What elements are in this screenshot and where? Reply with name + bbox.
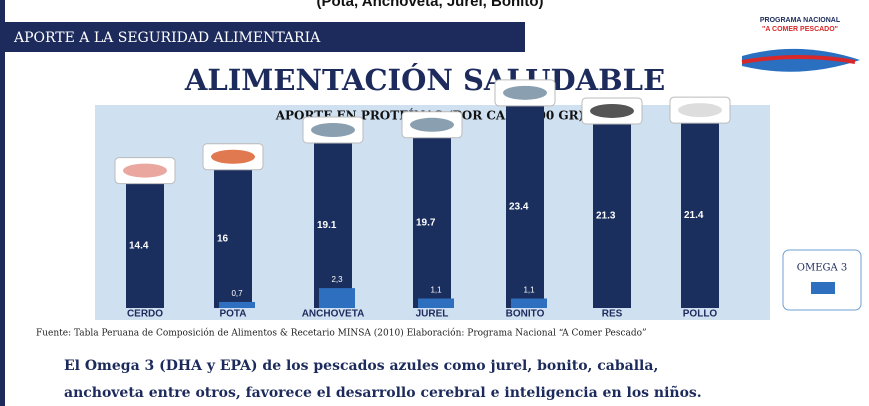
bar	[319, 288, 355, 308]
legend-label: OMEGA 3	[797, 263, 848, 274]
value-label: 1,1	[430, 286, 442, 295]
page: (Pota, Anchoveta, Jurel, Bonito) APORTE …	[0, 0, 869, 406]
logo-text: "A COMER PESCADO"	[762, 26, 838, 33]
top-note: (Pota, Anchoveta, Jurel, Bonito)	[317, 0, 544, 10]
x-tick-label: POLLO	[683, 309, 718, 320]
bar	[511, 298, 547, 308]
banner-text: APORTE A LA SEGURIDAD ALIMENTARIA	[13, 30, 321, 46]
value-label: 16	[217, 234, 229, 245]
picture-animal	[311, 123, 355, 137]
picture-animal	[678, 103, 722, 117]
value-label: 19.7	[416, 218, 436, 229]
footer-line: El Omega 3 (DHA y EPA) de los pescados a…	[64, 358, 658, 374]
logo-text: PROGRAMA NACIONAL	[760, 17, 841, 24]
left-edge	[0, 0, 5, 406]
source: Fuente: Tabla Peruana de Composición de …	[36, 328, 647, 339]
bar	[219, 302, 255, 308]
value-label: 2,3	[331, 275, 343, 284]
value-label: 23.4	[509, 202, 529, 213]
x-tick-label: POTA	[219, 309, 246, 320]
footer-line: anchoveta entre otros, favorece el desar…	[64, 384, 702, 401]
picture-animal	[410, 118, 454, 132]
picture-animal	[211, 150, 255, 164]
picture-animal	[503, 86, 547, 100]
x-tick-label: CERDO	[127, 309, 163, 320]
value-label: 19.1	[317, 220, 337, 231]
legend	[783, 250, 861, 310]
value-label: 21.4	[684, 210, 704, 221]
value-label: 14.4	[129, 240, 149, 251]
slide: (Pota, Anchoveta, Jurel, Bonito) APORTE …	[0, 0, 869, 406]
x-tick-label: RES	[602, 309, 623, 320]
value-label: 21.3	[596, 211, 616, 222]
x-tick-label: BONITO	[506, 309, 545, 320]
value-label: 1,1	[523, 286, 535, 295]
value-label: 0,7	[231, 289, 243, 298]
picture-animal	[123, 164, 167, 178]
x-tick-label: JUREL	[416, 309, 449, 320]
title: ALIMENTACIÓN SALUDABLE	[184, 62, 665, 97]
bar	[418, 298, 454, 308]
picture-animal	[590, 104, 634, 118]
x-tick-label: ANCHOVETA	[302, 309, 365, 320]
legend-swatch	[811, 282, 835, 294]
